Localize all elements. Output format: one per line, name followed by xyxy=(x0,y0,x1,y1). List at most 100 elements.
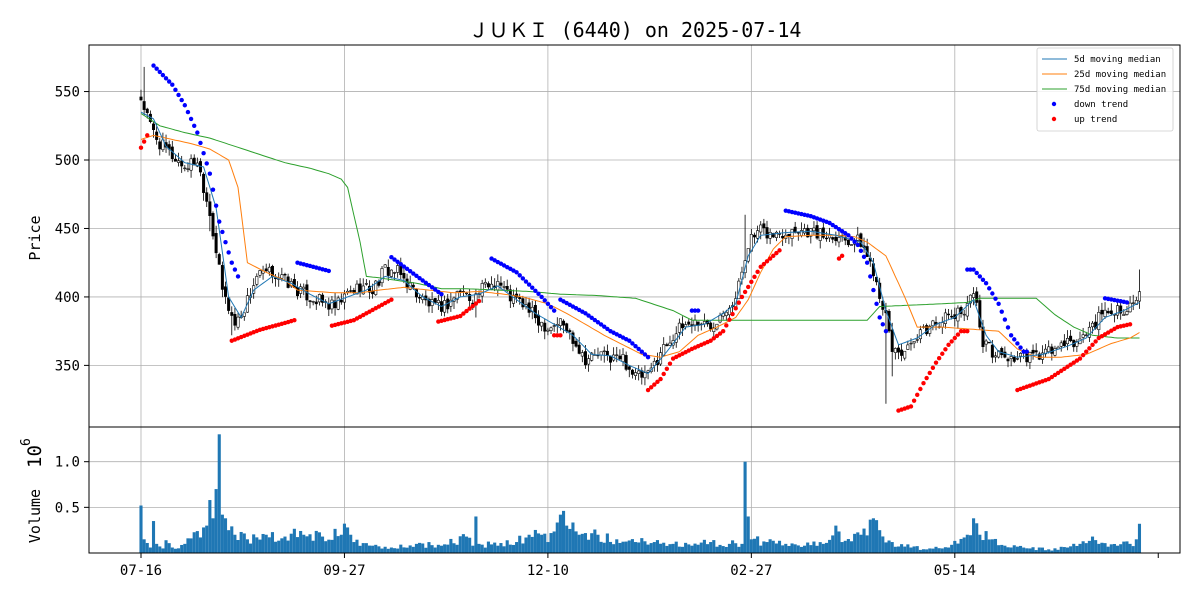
volume-bar xyxy=(605,533,609,553)
volume-bar xyxy=(355,539,359,553)
candle-body xyxy=(965,303,969,317)
volume-bar xyxy=(655,540,659,553)
candle-body xyxy=(374,280,378,295)
up-trend-dot xyxy=(1090,342,1095,348)
legend-box xyxy=(1036,47,1174,132)
volume-bar xyxy=(186,538,190,553)
candle-body xyxy=(950,315,954,318)
down-trend-dot xyxy=(583,311,588,316)
candle-body xyxy=(1131,302,1135,304)
volume-bar xyxy=(527,534,531,553)
volume-bar xyxy=(195,531,199,553)
volume-bar xyxy=(1112,543,1116,553)
candle-body xyxy=(1119,305,1123,314)
price-y-tick-label: 550 xyxy=(55,85,80,101)
down-trend-dot xyxy=(849,236,854,241)
down-trend-dot xyxy=(852,239,857,244)
candle-body xyxy=(630,369,634,375)
volume-bar xyxy=(1015,546,1019,553)
candle-body xyxy=(139,96,143,101)
up-trend-dot xyxy=(746,284,751,290)
candle-body xyxy=(684,324,688,328)
volume-bar xyxy=(177,548,181,553)
volume-bar xyxy=(443,544,447,553)
volume-bar xyxy=(505,540,509,553)
volume-bar xyxy=(690,545,694,553)
up-trend-dot xyxy=(1049,374,1055,380)
volume-bar xyxy=(327,539,331,553)
volume-bar xyxy=(896,546,901,553)
down-trend-dot xyxy=(1015,341,1020,346)
volume-bar xyxy=(1087,540,1091,553)
up-trend-dot xyxy=(1093,339,1098,344)
volume-bar xyxy=(289,533,293,553)
volume-bar xyxy=(230,526,234,553)
candle-body xyxy=(458,290,462,293)
candle-body xyxy=(283,273,287,276)
volume-bar xyxy=(227,530,231,553)
volume-bar xyxy=(687,544,691,553)
volume-bar xyxy=(1090,536,1095,553)
volume-bar xyxy=(324,541,328,553)
candle-body xyxy=(255,276,259,285)
candle-body xyxy=(468,294,472,301)
candle-body xyxy=(1034,350,1038,353)
candle-body xyxy=(1081,334,1085,338)
volume-bar xyxy=(824,542,829,553)
down-trend-dot xyxy=(1024,349,1029,354)
volume-bar xyxy=(737,546,741,553)
up-trend-dot xyxy=(927,370,932,376)
candle-body xyxy=(1050,346,1054,354)
down-trend-dot xyxy=(414,273,419,279)
candle-body xyxy=(383,264,387,268)
volume-bar xyxy=(921,549,926,553)
volume-frame xyxy=(88,426,1181,554)
candle-body xyxy=(652,360,656,366)
candle-body xyxy=(993,355,997,358)
up-trend-dot xyxy=(661,371,666,377)
up-trend-dot xyxy=(1071,360,1076,365)
volume-bar xyxy=(418,542,422,553)
candle-body xyxy=(574,340,578,347)
candle-body xyxy=(173,158,177,162)
volume-bar xyxy=(649,543,653,553)
volume-bar xyxy=(815,545,819,553)
up-trend-dot xyxy=(761,261,767,267)
volume-bar xyxy=(1100,542,1104,553)
candle-body xyxy=(677,322,681,333)
candle-body xyxy=(195,162,199,167)
volume-bar xyxy=(806,542,810,553)
volume-multiplier-exponent: 6 xyxy=(19,438,34,446)
volume-bar xyxy=(1078,543,1082,553)
volume-bar xyxy=(371,545,375,553)
volume-bar xyxy=(361,543,365,553)
volume-bar xyxy=(386,548,390,553)
candle-body xyxy=(809,228,813,237)
volume-bar xyxy=(555,522,559,553)
down-trend-dot xyxy=(188,116,194,122)
volume-bar xyxy=(630,539,634,553)
down-trend-dot xyxy=(858,248,864,254)
up-trend-dot xyxy=(752,274,757,280)
candle-body xyxy=(358,283,362,293)
volume-bar xyxy=(602,542,606,553)
volume-bar xyxy=(236,540,240,553)
candle-body xyxy=(386,267,390,276)
volume-bar xyxy=(849,541,854,553)
up-trend-dot xyxy=(708,338,713,343)
down-trend-dot xyxy=(1021,349,1026,354)
down-trend-dot xyxy=(533,288,538,293)
down-trend-dot xyxy=(545,301,551,306)
up-trend-dot xyxy=(736,300,742,305)
candle-body xyxy=(361,285,365,295)
candle-body xyxy=(752,234,756,238)
volume-bar xyxy=(205,525,209,553)
candle-body xyxy=(900,349,904,356)
volume-bar xyxy=(1109,544,1113,553)
candle-body xyxy=(308,300,312,302)
candle-body xyxy=(1065,338,1069,345)
candle-body xyxy=(302,286,306,290)
volume-bar xyxy=(1044,550,1048,553)
candle-body xyxy=(762,223,766,229)
volume-bar xyxy=(330,539,334,553)
